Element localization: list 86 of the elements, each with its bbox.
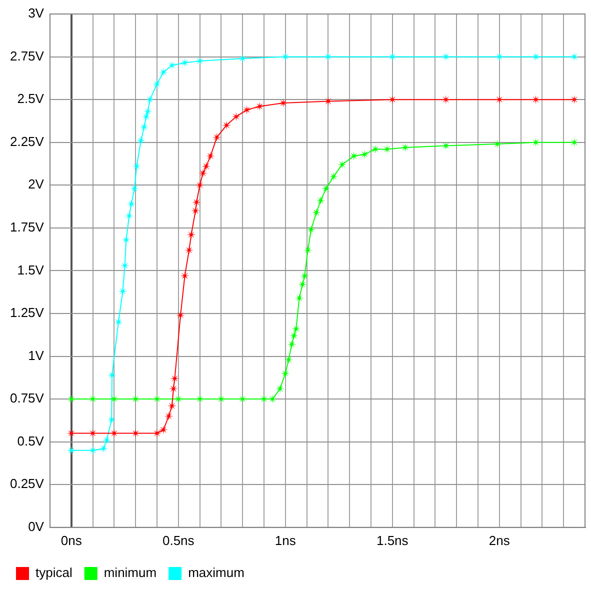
- y-tick-label: 3V: [28, 6, 44, 21]
- y-tick-label: 0V: [28, 518, 44, 534]
- point: [338, 160, 347, 170]
- point: [192, 198, 202, 207]
- x-tick-label: 2ns: [488, 532, 510, 548]
- y-tick-label: 0.25V: [10, 476, 44, 492]
- point: [238, 54, 248, 63]
- point: [492, 140, 502, 149]
- legend-label: minimum: [104, 565, 157, 580]
- y-tick-label: 1.75V: [10, 219, 44, 234]
- y-tick-label: 0.5V: [17, 433, 44, 448]
- point: [191, 206, 200, 216]
- point: [382, 144, 392, 154]
- point: [107, 415, 116, 424]
- point: [168, 384, 178, 394]
- point: [212, 132, 222, 142]
- point: [195, 180, 204, 190]
- point: [66, 446, 76, 455]
- point: [122, 235, 131, 244]
- point: [198, 168, 208, 178]
- point: [360, 150, 370, 159]
- point: [300, 271, 310, 280]
- point: [140, 122, 149, 132]
- point: [287, 340, 296, 349]
- point: [280, 368, 290, 378]
- point: [329, 172, 338, 182]
- point: [222, 120, 232, 130]
- point: [278, 98, 288, 108]
- point: [126, 199, 136, 208]
- y-tick-label: 2.25V: [10, 134, 44, 149]
- point: [186, 230, 196, 240]
- x-tick-label: 1ns: [274, 532, 296, 548]
- point: [202, 162, 211, 171]
- point: [158, 425, 168, 434]
- x-tick-label: 1.5ns: [376, 532, 409, 548]
- point: [142, 112, 151, 122]
- point: [114, 318, 123, 327]
- point: [284, 355, 294, 364]
- point: [180, 58, 190, 68]
- point: [145, 95, 154, 104]
- point: [167, 60, 176, 70]
- point: [242, 105, 252, 114]
- point: [195, 56, 204, 66]
- point: [132, 162, 142, 171]
- point: [184, 246, 194, 255]
- point: [298, 280, 308, 289]
- point: [400, 142, 410, 152]
- point: [312, 208, 321, 218]
- y-tick-label: 2.5V: [17, 91, 44, 106]
- point: [303, 246, 312, 255]
- point: [349, 152, 358, 161]
- y-tick-label: 2.75V: [10, 48, 44, 64]
- point: [306, 225, 316, 234]
- point: [98, 444, 108, 454]
- point: [294, 294, 304, 303]
- point: [180, 271, 190, 280]
- point: [167, 401, 176, 410]
- legend-label: typical: [36, 565, 72, 580]
- point: [158, 68, 168, 77]
- point: [316, 196, 326, 206]
- point: [118, 286, 128, 296]
- legend-label: maximum: [188, 565, 244, 580]
- y-tick-label: 0.75V: [10, 390, 44, 406]
- point: [124, 211, 134, 220]
- point: [176, 310, 186, 320]
- y-tick-label: 1.25V: [10, 305, 44, 320]
- point: [206, 152, 215, 161]
- x-tick-label: 0ns: [60, 532, 82, 548]
- point: [130, 184, 140, 194]
- point: [322, 184, 331, 194]
- point: [268, 394, 278, 404]
- point: [255, 102, 264, 111]
- x-tick-label: 0.5ns: [162, 532, 195, 548]
- point: [292, 324, 301, 334]
- y-tick-label: 1.5V: [17, 262, 44, 278]
- point: [102, 436, 112, 445]
- point: [152, 80, 162, 89]
- point: [232, 112, 241, 122]
- point: [164, 412, 174, 421]
- point: [289, 331, 298, 340]
- y-tick-label: 1V: [28, 348, 44, 363]
- point: [136, 136, 146, 146]
- point: [276, 384, 285, 394]
- y-tick-label: 2V: [28, 176, 44, 192]
- point: [170, 374, 180, 384]
- point: [143, 107, 152, 116]
